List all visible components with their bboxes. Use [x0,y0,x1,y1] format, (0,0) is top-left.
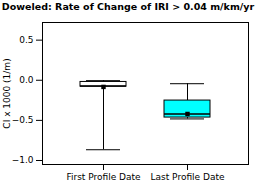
svg-text:−1.0: −1.0 [12,155,34,165]
html-text:Doweled: Rate of Change of IRI: Doweled: Rate of Change of IRI > 0.04 m/… [1,1,255,12]
svg-text:First Profile Date: First Profile Date [66,172,141,182]
svg-text:Last Profile Date: Last Profile Date [151,172,225,182]
svg-text:CI x 1000 (1/m): CI x 1000 (1/m) [2,58,12,128]
svg-text:0.5: 0.5 [19,35,33,45]
svg-text:0.0: 0.0 [19,75,34,85]
svg-text:−0.5: −0.5 [12,115,34,125]
